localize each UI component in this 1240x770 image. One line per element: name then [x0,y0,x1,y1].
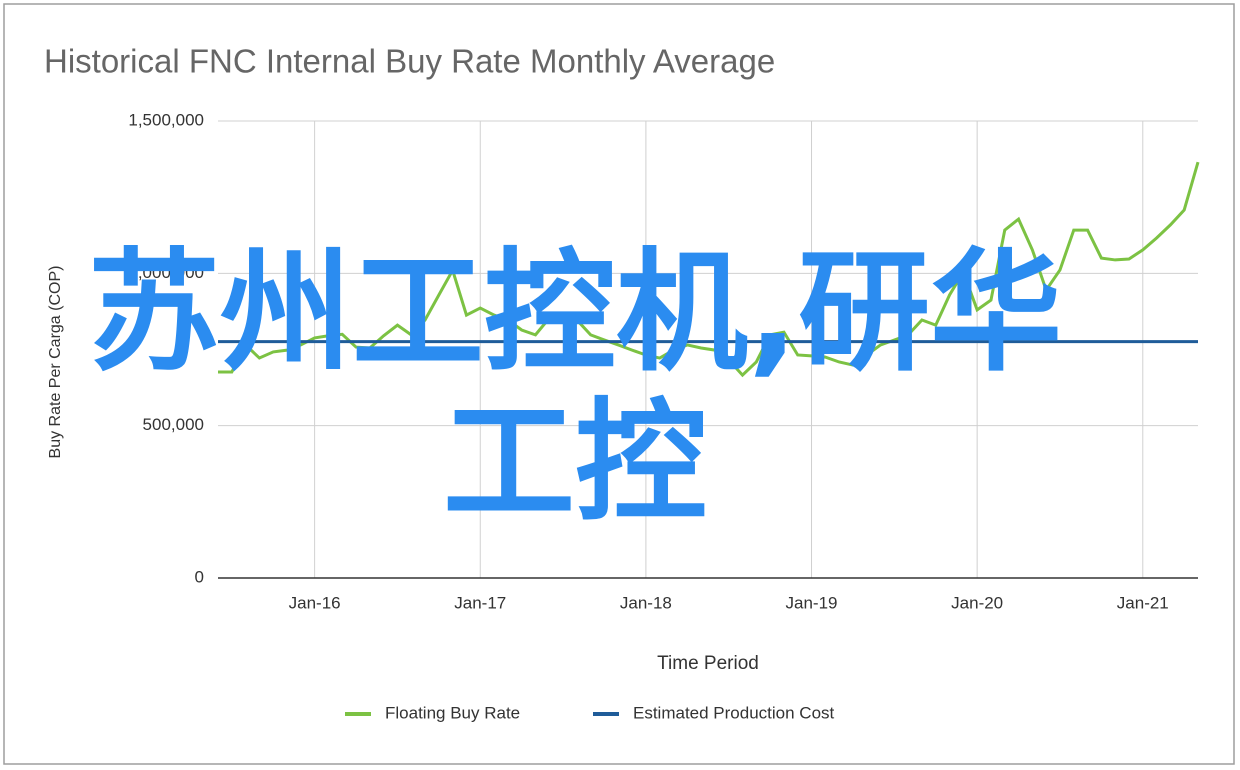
y-tick-label: 500,000 [143,415,204,434]
x-tick-label: Jan-16 [289,593,341,612]
x-tick-label: Jan-18 [620,593,672,612]
legend-label: Floating Buy Rate [385,703,520,722]
x-tick-label: Jan-17 [454,593,506,612]
legend-label: Estimated Production Cost [633,703,835,722]
y-tick-label: 1,500,000 [128,110,204,129]
x-tick-label: Jan-19 [786,593,838,612]
series-line [218,161,1200,378]
x-tick-label: Jan-20 [951,593,1003,612]
y-tick-label: 1,000,000 [128,263,204,282]
x-axis-label: Time Period [657,653,759,674]
watermark: 苏州工控机,研华工控 [87,236,1063,540]
y-axis-label: Buy Rate Per Carga (COP) [47,266,64,459]
x-tick-label: Jan-21 [1117,593,1169,612]
y-tick-label: 0 [195,567,204,586]
frame [3,3,1235,765]
chart-title: Historical FNC Internal Buy Rate Monthly… [44,43,775,80]
